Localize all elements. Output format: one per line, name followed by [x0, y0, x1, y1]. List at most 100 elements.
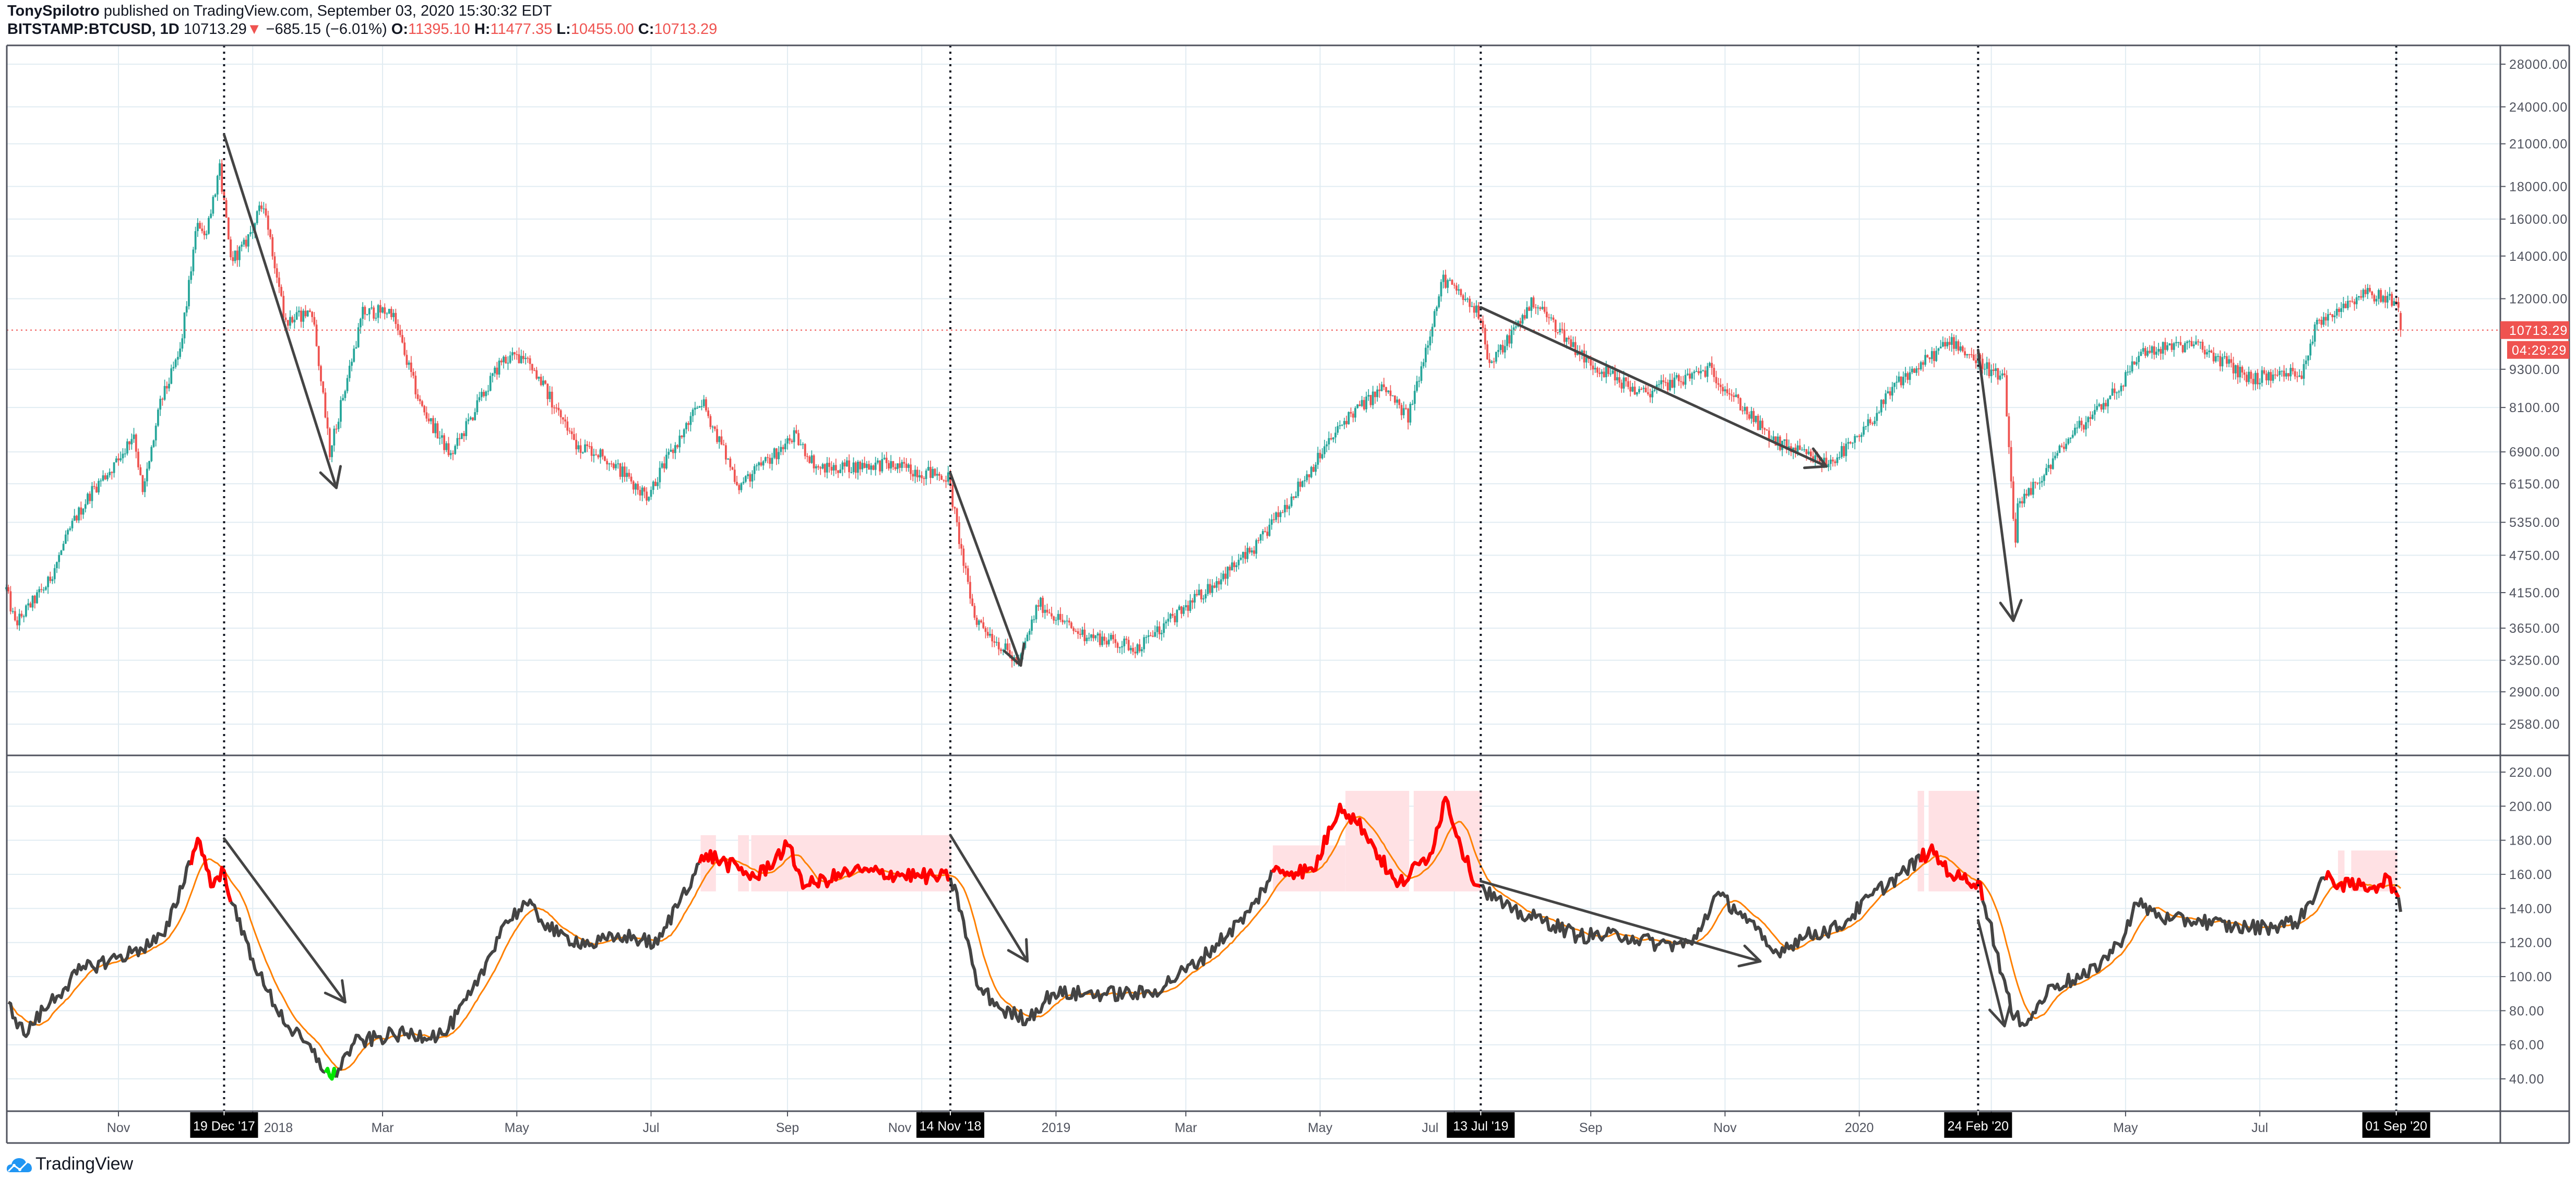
- candle-body: [1757, 415, 1759, 430]
- candle-body: [60, 550, 63, 555]
- candle-body: [1185, 605, 1187, 608]
- candle-body: [956, 508, 958, 523]
- time-marker-box: [916, 1112, 985, 1138]
- candle-body: [1825, 458, 1828, 467]
- time-marker-label[interactable]: 24 Feb '20: [1944, 1111, 2012, 1138]
- time-marker-label[interactable]: 01 Sep '20: [2362, 1111, 2430, 1138]
- candle-body: [265, 208, 267, 216]
- chart-header: TonySpilotro published on TradingView.co…: [7, 2, 717, 39]
- indicator-trend-arrow[interactable]: [222, 837, 347, 1004]
- candle-body: [1066, 620, 1068, 622]
- candle-body: [289, 317, 291, 326]
- candle-body: [1603, 371, 1605, 378]
- candle-body: [1447, 280, 1449, 288]
- candle-body: [304, 310, 307, 317]
- candle-body: [2257, 372, 2259, 384]
- time-marker-label[interactable]: 13 Jul '19: [1447, 1111, 1515, 1138]
- candle-body: [124, 453, 126, 454]
- axes[interactable]: 28000.00 24000.00 21000.00 18000.00 16000.00…: [107, 57, 2569, 1138]
- open-label: O:: [391, 21, 408, 38]
- indicator-zone: [1917, 790, 1924, 892]
- candle-body: [876, 460, 879, 463]
- time-axis-label: Jul: [2251, 1121, 2268, 1135]
- candle-body: [608, 463, 611, 465]
- candle-body: [986, 632, 989, 636]
- candle-body: [1973, 354, 1975, 360]
- candle-body: [445, 443, 448, 450]
- candle-body: [1213, 585, 1215, 588]
- tradingview-logo[interactable]: TradingView: [6, 1154, 133, 1174]
- candle-body: [297, 310, 300, 312]
- candle-body: [2032, 482, 2034, 495]
- indicator-trend-arrow[interactable]: [1976, 919, 2012, 1028]
- candle-body: [1501, 345, 1504, 353]
- candle-body: [1552, 317, 1555, 320]
- price-trend-arrow[interactable]: [949, 472, 1025, 667]
- indicator-trend-arrow[interactable]: [1479, 880, 1762, 968]
- candle-body: [1361, 400, 1363, 406]
- indicator-trend-arrow[interactable]: [949, 834, 1029, 963]
- candle-body: [865, 464, 868, 468]
- candle-body: [729, 459, 732, 467]
- candle-body: [601, 449, 604, 456]
- candle-body: [1456, 285, 1458, 291]
- candle-body: [2131, 361, 2133, 372]
- candle-body: [2245, 375, 2248, 382]
- price-trend-arrow[interactable]: [1976, 348, 2023, 622]
- candle-body: [514, 352, 516, 354]
- candle-body: [1992, 369, 1995, 371]
- candle-body: [1475, 305, 1477, 313]
- candle-body: [1937, 348, 1940, 351]
- candle-body: [494, 367, 496, 374]
- candle-body: [1083, 629, 1086, 642]
- candle-body: [2285, 373, 2287, 377]
- candle-body: [2085, 422, 2087, 430]
- candle-body: [1235, 565, 1238, 568]
- candle-body: [25, 605, 27, 617]
- candle-body: [566, 421, 569, 431]
- candle-body: [2076, 427, 2079, 429]
- candle-body: [654, 482, 657, 486]
- candle-body: [2006, 375, 2008, 417]
- open-value: 11395.10: [408, 21, 470, 38]
- candle-body: [104, 475, 106, 479]
- candle-body: [1649, 394, 1651, 398]
- candle-body: [2074, 427, 2076, 435]
- time-marker-label[interactable]: 19 Dec '17: [190, 1111, 258, 1138]
- candle-body: [1979, 354, 1982, 359]
- trend-arrows[interactable]: [222, 133, 2023, 1028]
- candle-body: [1545, 311, 1548, 318]
- candle-body: [1257, 540, 1260, 541]
- candle-body: [780, 447, 782, 452]
- candle-body: [936, 474, 938, 476]
- candle-body: [1248, 548, 1251, 552]
- candle-body: [1662, 380, 1665, 382]
- candle-body: [1874, 420, 1876, 424]
- time-marker-label[interactable]: 14 Nov '18: [916, 1111, 985, 1138]
- candle-body: [516, 354, 518, 355]
- indicator-line: [2396, 897, 2402, 912]
- candle-body: [1488, 359, 1491, 363]
- candle-body: [648, 497, 650, 501]
- candle-body: [1680, 381, 1682, 382]
- price-trend-arrow[interactable]: [222, 133, 342, 489]
- candle-body: [1836, 457, 1839, 463]
- candle-body: [1231, 562, 1233, 571]
- candle-body: [2287, 373, 2289, 377]
- author-name[interactable]: TonySpilotro: [7, 3, 100, 19]
- candle-body: [1253, 550, 1255, 554]
- symbol-name[interactable]: BITSTAMP:BTCUSD, 1D: [7, 21, 180, 38]
- candle-body: [1090, 634, 1092, 638]
- time-marker-text: 01 Sep '20: [2365, 1119, 2427, 1134]
- price-trend-arrow[interactable]: [1479, 306, 1828, 470]
- indicator-line-hot: [2324, 870, 2400, 898]
- candle-body: [1763, 428, 1766, 430]
- candle-body: [1339, 425, 1341, 426]
- candle-body: [756, 465, 758, 466]
- candle-body: [2062, 447, 2065, 449]
- candle-body: [1629, 387, 1631, 392]
- candle-body: [2206, 352, 2208, 355]
- candle-body: [27, 603, 30, 606]
- last-price: 10713.29: [183, 21, 247, 38]
